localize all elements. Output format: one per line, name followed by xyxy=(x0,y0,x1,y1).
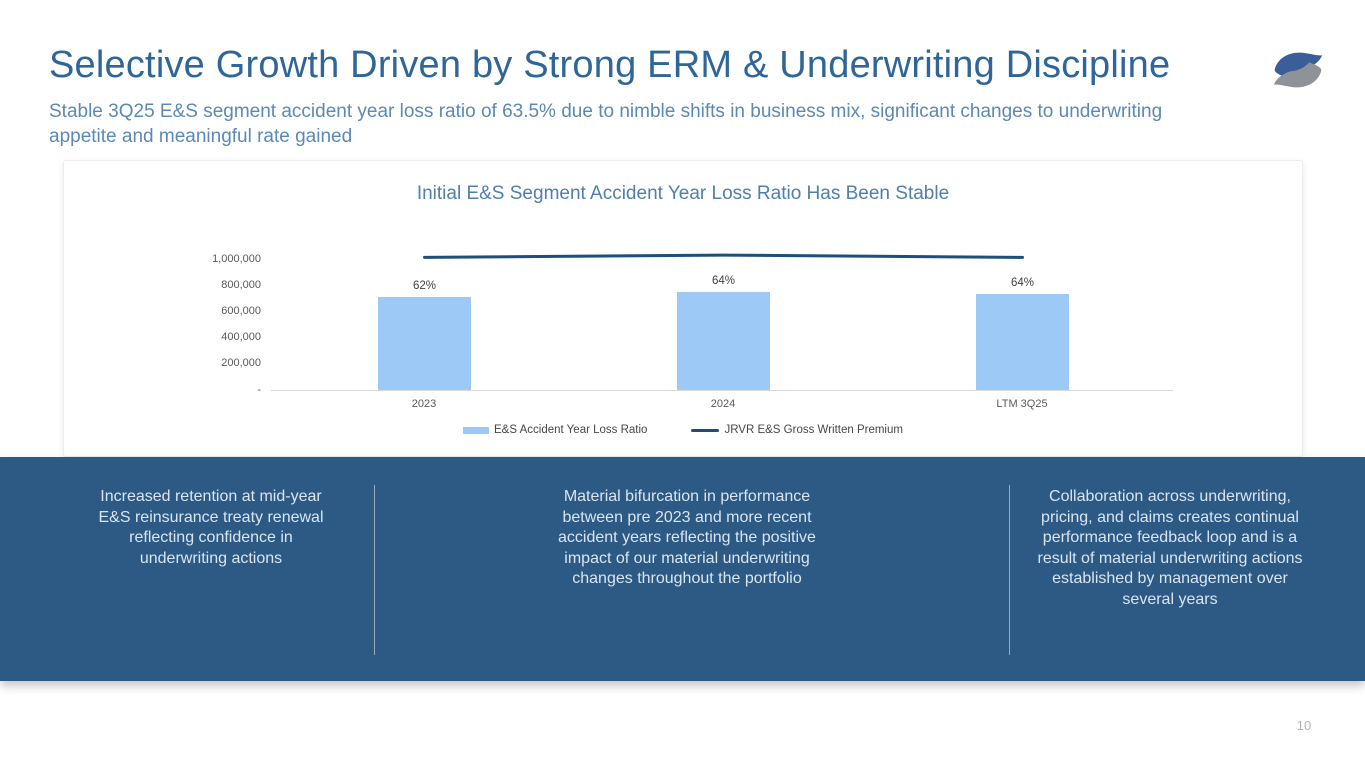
key-points-panel: Increased retention at mid-year E&S rein… xyxy=(0,457,1365,681)
callout-collaboration: Collaboration across underwriting, prici… xyxy=(1037,488,1303,608)
page-title: Selective Growth Driven by Strong ERM & … xyxy=(49,44,1171,86)
bar-ltm-3q25 xyxy=(976,293,1069,390)
bar-value-label: 64% xyxy=(1010,276,1035,289)
x-axis-line xyxy=(271,390,1173,391)
y-axis-tick: 800,000 xyxy=(221,279,261,291)
panel-divider xyxy=(1009,485,1010,655)
panel-divider xyxy=(374,485,375,655)
company-wave-logo-icon xyxy=(1273,52,1323,88)
bar-2024 xyxy=(677,292,770,390)
callout-bifurcation: Material bifurcation in performance betw… xyxy=(558,488,816,587)
bar-2023 xyxy=(378,296,471,390)
legend-label: E&S Accident Year Loss Ratio xyxy=(494,424,648,436)
callout-retention: Increased retention at mid-year E&S rein… xyxy=(98,488,324,567)
chart-title: Initial E&S Segment Accident Year Loss R… xyxy=(416,183,950,204)
bar-value-label: 62% xyxy=(412,279,437,292)
page-number: 10 xyxy=(1296,718,1312,733)
page-subtitle: Stable 3Q25 E&S segment accident year lo… xyxy=(49,101,1163,147)
legend-item-premium: JRVR E&S Gross Written Premium xyxy=(691,424,903,436)
y-axis-tick: 200,000 xyxy=(221,357,261,369)
chart-card: Initial E&S Segment Accident Year Loss R… xyxy=(63,160,1303,457)
legend-label: JRVR E&S Gross Written Premium xyxy=(724,424,903,436)
x-axis-label: 2023 xyxy=(411,398,437,410)
bar-value-label: 64% xyxy=(711,275,736,287)
line-series-swatch-icon xyxy=(691,428,720,432)
x-axis-label: 2024 xyxy=(710,398,736,410)
y-axis-tick: 1,000,000 xyxy=(212,253,261,265)
bar-series-swatch-icon xyxy=(463,426,490,434)
y-axis-tick: 600,000 xyxy=(221,305,261,317)
legend-item-loss-ratio: E&S Accident Year Loss Ratio xyxy=(463,424,647,436)
x-axis-label: LTM 3Q25 xyxy=(996,398,1048,410)
chart-legend: E&S Accident Year Loss Ratio JRVR E&S Gr… xyxy=(64,424,1302,436)
y-axis-tick: - xyxy=(257,384,261,396)
y-axis-tick: 400,000 xyxy=(221,331,261,343)
